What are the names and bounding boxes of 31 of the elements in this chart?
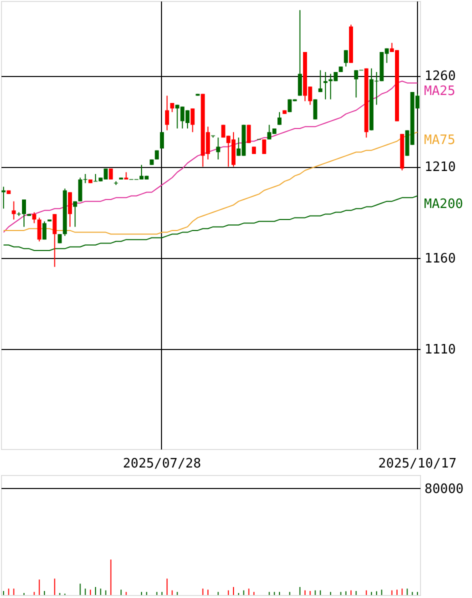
candlestick (318, 70, 322, 93)
x-tick-label: 2025/10/17 (378, 456, 457, 472)
candlestick (160, 132, 164, 150)
candlestick (298, 10, 302, 96)
line-series (3, 80, 418, 233)
candlestick (277, 112, 282, 126)
candlestick (344, 50, 348, 68)
candlestick (42, 220, 46, 240)
y-tick-label: 1260 (424, 69, 456, 84)
candlestick (313, 98, 318, 120)
y-tick-label: 1110 (424, 342, 456, 358)
x-tick-label: 2025/07/28 (122, 456, 202, 472)
candlestick (12, 200, 16, 220)
candlestick (190, 108, 195, 133)
y-tick-label: 1160 (424, 251, 456, 266)
y-tick-label: 80000 (424, 482, 464, 497)
candlestick (165, 95, 170, 131)
candlestick (216, 137, 220, 160)
series-label: MA25 (424, 84, 456, 99)
candlestick (73, 200, 78, 228)
candlestick (32, 212, 36, 224)
candlestick (108, 168, 113, 180)
candlestick (52, 214, 57, 268)
y-tick-label: 1210 (424, 160, 456, 176)
series-label: MA200 (424, 196, 464, 212)
candlestick (37, 217, 42, 242)
line-series (3, 195, 418, 251)
series-label: MA75 (424, 133, 456, 148)
candlestick (323, 72, 328, 100)
candlestick (262, 138, 266, 154)
candlestick (68, 192, 72, 228)
